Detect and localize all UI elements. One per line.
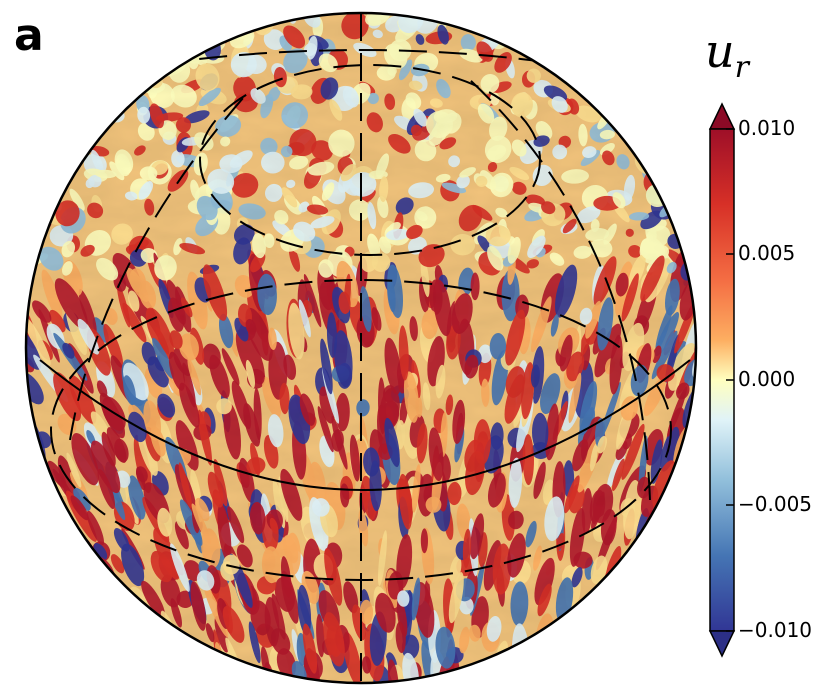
colorbar-extend-top <box>708 102 736 130</box>
colorbar-tick-label: 0.000 <box>738 367 796 391</box>
colorbar-tick-label: 0.005 <box>738 241 796 265</box>
colorbar-title: ur <box>705 24 749 86</box>
field-patch <box>686 429 696 447</box>
colorbar <box>708 102 736 658</box>
colorbar-tick-label: −0.010 <box>738 618 813 642</box>
colorbar-tick-label: 0.010 <box>738 116 796 140</box>
sphere-outline <box>24 11 698 685</box>
field-patch <box>42 202 54 212</box>
colorbar-tick-label: −0.005 <box>738 492 813 516</box>
panel-label: a <box>14 10 44 61</box>
colorbar-extend-bottom <box>708 630 736 658</box>
